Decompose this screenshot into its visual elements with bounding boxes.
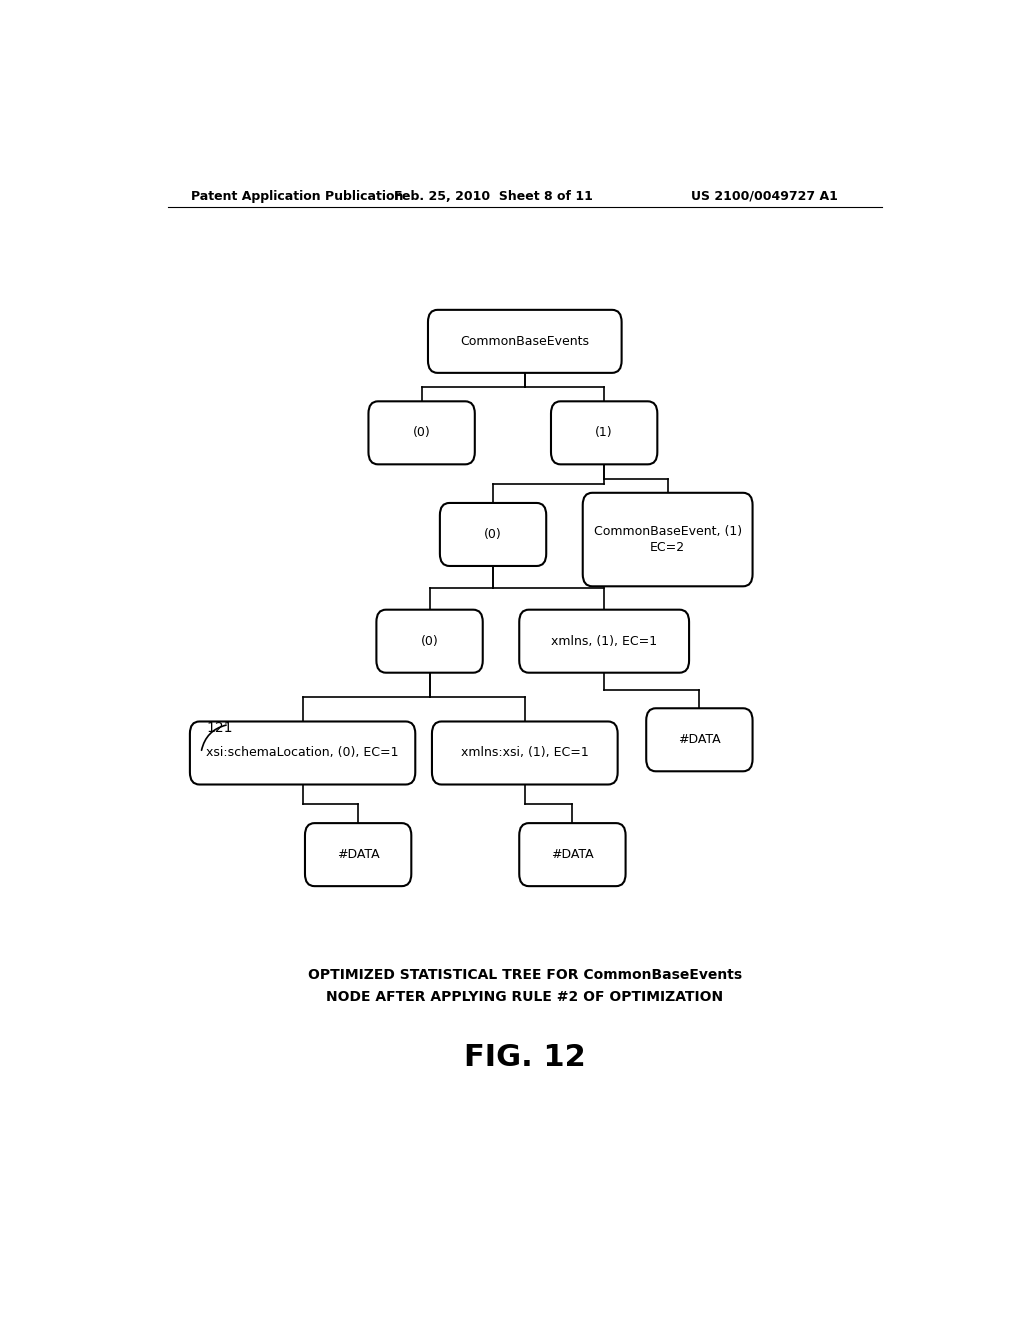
Text: (0): (0): [421, 635, 438, 648]
Text: xsi:schemaLocation, (0), EC=1: xsi:schemaLocation, (0), EC=1: [207, 747, 398, 759]
Text: xmlns, (1), EC=1: xmlns, (1), EC=1: [551, 635, 657, 648]
FancyBboxPatch shape: [428, 310, 622, 372]
Text: Patent Application Publication: Patent Application Publication: [191, 190, 403, 202]
FancyBboxPatch shape: [189, 722, 416, 784]
FancyBboxPatch shape: [519, 824, 626, 886]
FancyBboxPatch shape: [377, 610, 482, 673]
FancyBboxPatch shape: [440, 503, 546, 566]
FancyBboxPatch shape: [369, 401, 475, 465]
Text: CommonBaseEvent, (1)
EC=2: CommonBaseEvent, (1) EC=2: [594, 525, 741, 554]
Text: #DATA: #DATA: [551, 849, 594, 861]
FancyBboxPatch shape: [646, 709, 753, 771]
FancyBboxPatch shape: [583, 492, 753, 586]
Text: (0): (0): [484, 528, 502, 541]
Text: NODE AFTER APPLYING RULE #2 OF OPTIMIZATION: NODE AFTER APPLYING RULE #2 OF OPTIMIZAT…: [327, 990, 723, 1005]
FancyBboxPatch shape: [551, 401, 657, 465]
Text: 121: 121: [206, 721, 232, 735]
Text: (1): (1): [595, 426, 613, 440]
Text: OPTIMIZED STATISTICAL TREE FOR CommonBaseEvents: OPTIMIZED STATISTICAL TREE FOR CommonBas…: [308, 968, 741, 982]
Text: xmlns:xsi, (1), EC=1: xmlns:xsi, (1), EC=1: [461, 747, 589, 759]
FancyBboxPatch shape: [305, 824, 412, 886]
Text: #DATA: #DATA: [337, 849, 380, 861]
Text: #DATA: #DATA: [678, 734, 721, 746]
Text: Feb. 25, 2010  Sheet 8 of 11: Feb. 25, 2010 Sheet 8 of 11: [393, 190, 593, 202]
FancyBboxPatch shape: [432, 722, 617, 784]
Text: FIG. 12: FIG. 12: [464, 1043, 586, 1072]
Text: (0): (0): [413, 426, 430, 440]
FancyBboxPatch shape: [519, 610, 689, 673]
Text: US 2100/0049727 A1: US 2100/0049727 A1: [691, 190, 839, 202]
Text: CommonBaseEvents: CommonBaseEvents: [461, 335, 589, 348]
